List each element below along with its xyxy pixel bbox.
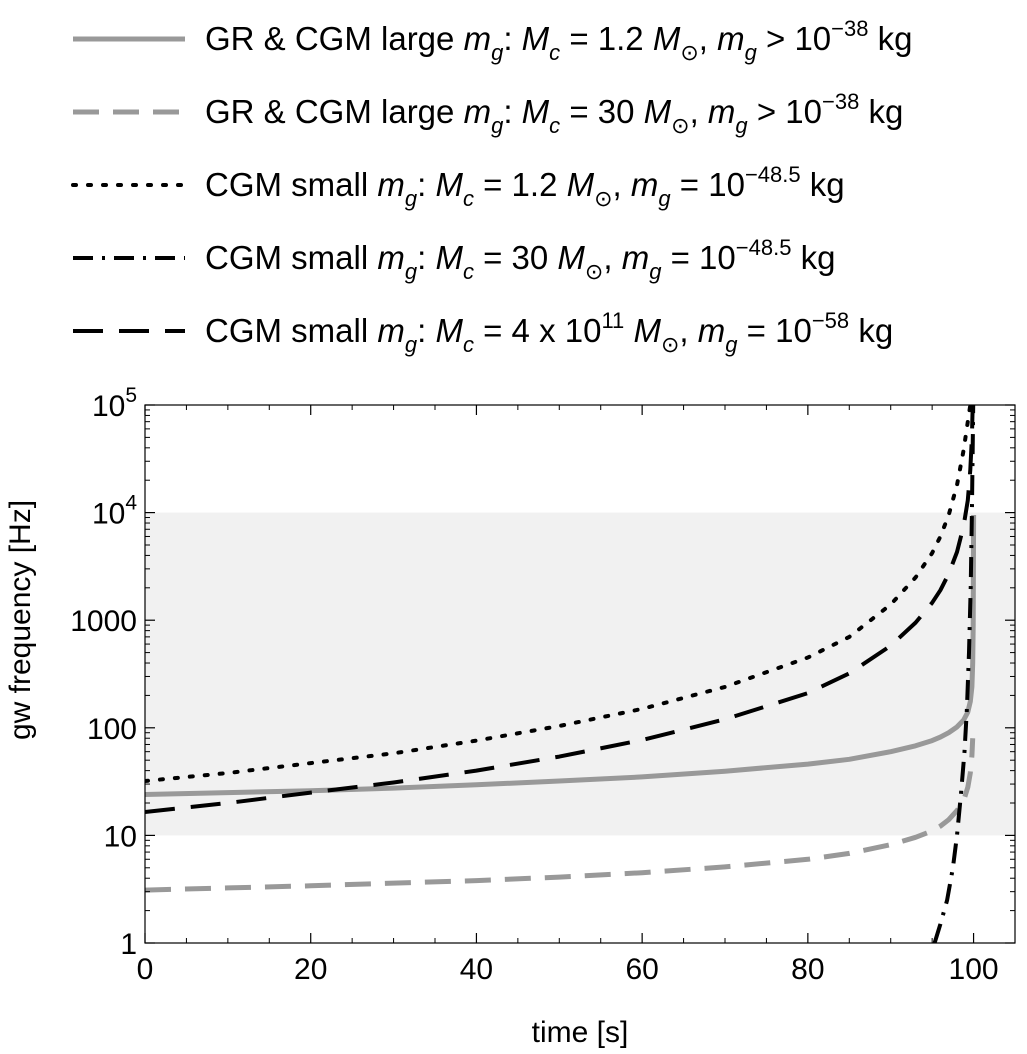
series-line-3 xyxy=(145,405,973,783)
y-tick-label: 1000 xyxy=(70,605,137,638)
y-tick-label: 100 xyxy=(87,713,137,746)
legend: GR & CGM large mg: Mc = 1.2 M⊙, mg > 10−… xyxy=(71,16,913,357)
shaded-band xyxy=(145,512,1015,836)
plot-area: 0 20 40 60 80 100 1 10 100 1000 104 105 xyxy=(70,384,1016,986)
series-line-4 xyxy=(932,405,976,943)
series-line-5 xyxy=(145,405,975,814)
x-tick-label: 60 xyxy=(625,953,658,986)
series-layer xyxy=(145,405,977,943)
legend-entry-2: GR & CGM large mg: Mc = 30 M⊙, mg > 10−3… xyxy=(73,89,903,138)
x-tick-label: 100 xyxy=(949,953,999,986)
legend-entry-3: CGM small mg: Mc = 1.2 M⊙, mg = 10−48.5 … xyxy=(71,162,845,211)
series-line-1 xyxy=(145,514,977,797)
y-axis-label: gw frequency [Hz] xyxy=(4,500,37,740)
legend-label: CGM small mg: Mc = 4 x 1011 M⊙, mg = 10−… xyxy=(205,308,893,357)
x-tick-label: 20 xyxy=(294,953,327,986)
x-tick-label: 0 xyxy=(137,953,154,986)
legend-label: GR & CGM large mg: Mc = 1.2 M⊙, mg > 10−… xyxy=(205,16,913,65)
plot-frame xyxy=(144,404,1016,944)
legend-entry-1: GR & CGM large mg: Mc = 1.2 M⊙, mg > 10−… xyxy=(73,16,913,65)
legend-entry-5: CGM small mg: Mc = 4 x 1011 M⊙, mg = 10−… xyxy=(73,308,893,357)
y-tick-label: 104 xyxy=(92,492,137,531)
x-tick-label: 80 xyxy=(791,953,824,986)
legend-label: CGM small mg: Mc = 30 M⊙, mg = 10−48.5 k… xyxy=(205,235,835,284)
x-axis-label: time [s] xyxy=(532,1016,629,1049)
x-tick-label: 40 xyxy=(460,953,493,986)
legend-entry-4: CGM small mg: Mc = 30 M⊙, mg = 10−48.5 k… xyxy=(73,235,835,284)
y-tick-label: 105 xyxy=(92,384,137,423)
tick-layer: 0 20 40 60 80 100 1 10 100 1000 104 105 xyxy=(70,384,1016,986)
legend-label: CGM small mg: Mc = 1.2 M⊙, mg = 10−48.5 … xyxy=(205,162,845,211)
y-tick-label: 1 xyxy=(120,928,137,961)
plot-border xyxy=(144,404,1016,944)
legend-label: GR & CGM large mg: Mc = 30 M⊙, mg > 10−3… xyxy=(205,89,903,138)
series-line-2 xyxy=(145,738,976,893)
y-tick-label: 10 xyxy=(104,820,137,853)
